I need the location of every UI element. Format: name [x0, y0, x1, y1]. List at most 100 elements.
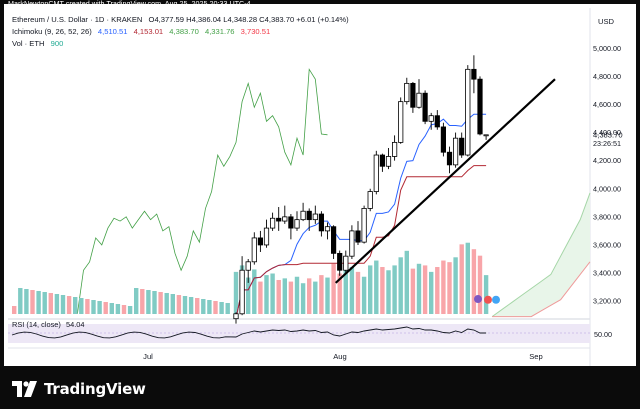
volume-bar	[270, 273, 275, 314]
rsi-axis-tick: 50.00	[594, 330, 612, 339]
volume-bar	[182, 296, 188, 314]
volume-bar	[349, 267, 355, 314]
volume-bar	[398, 257, 403, 314]
volume-bar	[404, 250, 409, 314]
volume-bar	[447, 262, 452, 314]
volume-bar	[386, 270, 391, 314]
candle-body	[367, 191, 373, 209]
candle-body	[343, 255, 349, 271]
volume-bar	[307, 278, 312, 314]
symbol-legend[interactable]: Ethereum / U.S. Dollar · 1D · KRAKEN O4,…	[12, 15, 353, 24]
volume-bar	[313, 281, 318, 314]
candle-body	[404, 82, 410, 103]
volume-bar	[483, 275, 489, 314]
candle-body	[471, 68, 477, 80]
candle-body	[361, 208, 367, 243]
rsi-band	[8, 324, 590, 343]
candle-body	[318, 213, 325, 232]
volume-bar	[79, 298, 84, 314]
ichimoku-legend[interactable]: Ichimoku (9, 26, 52, 26) 4,510.51 4,153.…	[12, 27, 274, 36]
volume-bar	[36, 291, 41, 314]
volume-bar	[97, 301, 102, 314]
tradingview-footer: TradingView	[12, 374, 146, 404]
volume-bar	[134, 288, 139, 314]
volume-bar	[429, 271, 434, 314]
candle-body	[337, 252, 343, 271]
candle-body	[269, 217, 276, 229]
volume-value: 900	[50, 39, 64, 48]
ichimoku-value-lead-b: 3,730.51	[240, 27, 271, 36]
price-axis-tick: 4,600.00	[593, 100, 621, 109]
volume-bar	[422, 265, 428, 314]
candle-body	[276, 217, 282, 222]
volume-bar	[170, 294, 175, 314]
candle-body	[428, 115, 434, 122]
volume-bar	[477, 255, 483, 314]
volume-bar	[127, 306, 133, 314]
volume-bar	[60, 295, 66, 314]
ichimoku-cloud	[492, 192, 590, 317]
candle-body	[239, 269, 245, 315]
volume-bar	[115, 304, 121, 314]
ichimoku-value-conversion: 4,510.51	[97, 27, 128, 36]
price-axis-tick: 4,000.00	[593, 184, 621, 193]
volume-bar	[435, 267, 440, 314]
volume-bar	[225, 303, 230, 314]
volume-bar	[453, 257, 458, 314]
volume-bar	[410, 268, 416, 314]
ichimoku-lead-a-line	[491, 192, 591, 318]
volume-bar	[12, 306, 17, 314]
price-countdown-label: 23:26:51	[593, 139, 621, 148]
candle-body	[330, 226, 337, 254]
ichimoku-lead-b-line	[492, 261, 591, 318]
price-axis-tick: 3,800.00	[593, 212, 621, 221]
candle-body	[257, 237, 264, 246]
ichimoku-label: Ichimoku (9, 26, 52, 26)	[12, 27, 92, 36]
volume-bar	[264, 275, 269, 314]
candle-body	[385, 156, 392, 167]
volume-bar	[288, 281, 294, 314]
candle-body	[477, 78, 483, 135]
candle-body	[440, 126, 447, 153]
candle-body	[349, 230, 355, 257]
event-marker-icon	[474, 295, 482, 304]
volume-bar	[392, 265, 397, 314]
event-marker-icon	[484, 295, 492, 304]
volume-bar	[213, 301, 218, 314]
volume-bar	[374, 260, 379, 314]
volume-bar	[85, 299, 90, 314]
volume-bar	[164, 293, 169, 314]
candle-body	[452, 137, 459, 166]
volume-bar	[258, 281, 263, 314]
candle-body	[288, 216, 294, 229]
rsi-line	[11, 326, 487, 339]
ichimoku-value-lead-a: 4,331.76	[204, 27, 235, 36]
candle-body	[306, 210, 312, 221]
candle-body	[355, 230, 361, 243]
ohlc-values: O4,377.59 H4,386.04 L4,348.28 C4,383.70 …	[148, 15, 349, 24]
volume-bar	[24, 289, 29, 314]
volume-bar	[42, 292, 47, 314]
rsi-label: RSI (14, close)	[12, 320, 61, 329]
price-axis-tick: 4,800.00	[593, 72, 621, 81]
symbol-title: Ethereum / U.S. Dollar · 1D · KRAKEN	[12, 15, 143, 24]
volume-bar	[109, 303, 114, 314]
volume-bar	[140, 289, 145, 314]
volume-bar	[54, 294, 60, 314]
candle-body	[294, 219, 300, 229]
price-axis-tick: 3,400.00	[593, 269, 621, 278]
candle-body	[398, 101, 404, 143]
candle-body	[324, 226, 331, 232]
event-marker-icon	[492, 295, 500, 304]
volume-legend[interactable]: Vol · ETH 900	[12, 39, 67, 48]
ichimoku-lagging-line	[77, 68, 328, 314]
volume-bar	[325, 277, 330, 314]
candle-body	[391, 141, 398, 157]
price-axis-tick: 4,200.00	[593, 156, 621, 165]
volume-bar	[233, 271, 239, 314]
candle-body	[434, 115, 440, 128]
volume-bar	[355, 271, 361, 314]
ichimoku-value-lagging: 4,383.70	[169, 27, 199, 36]
tradingview-logo-icon	[12, 381, 37, 397]
